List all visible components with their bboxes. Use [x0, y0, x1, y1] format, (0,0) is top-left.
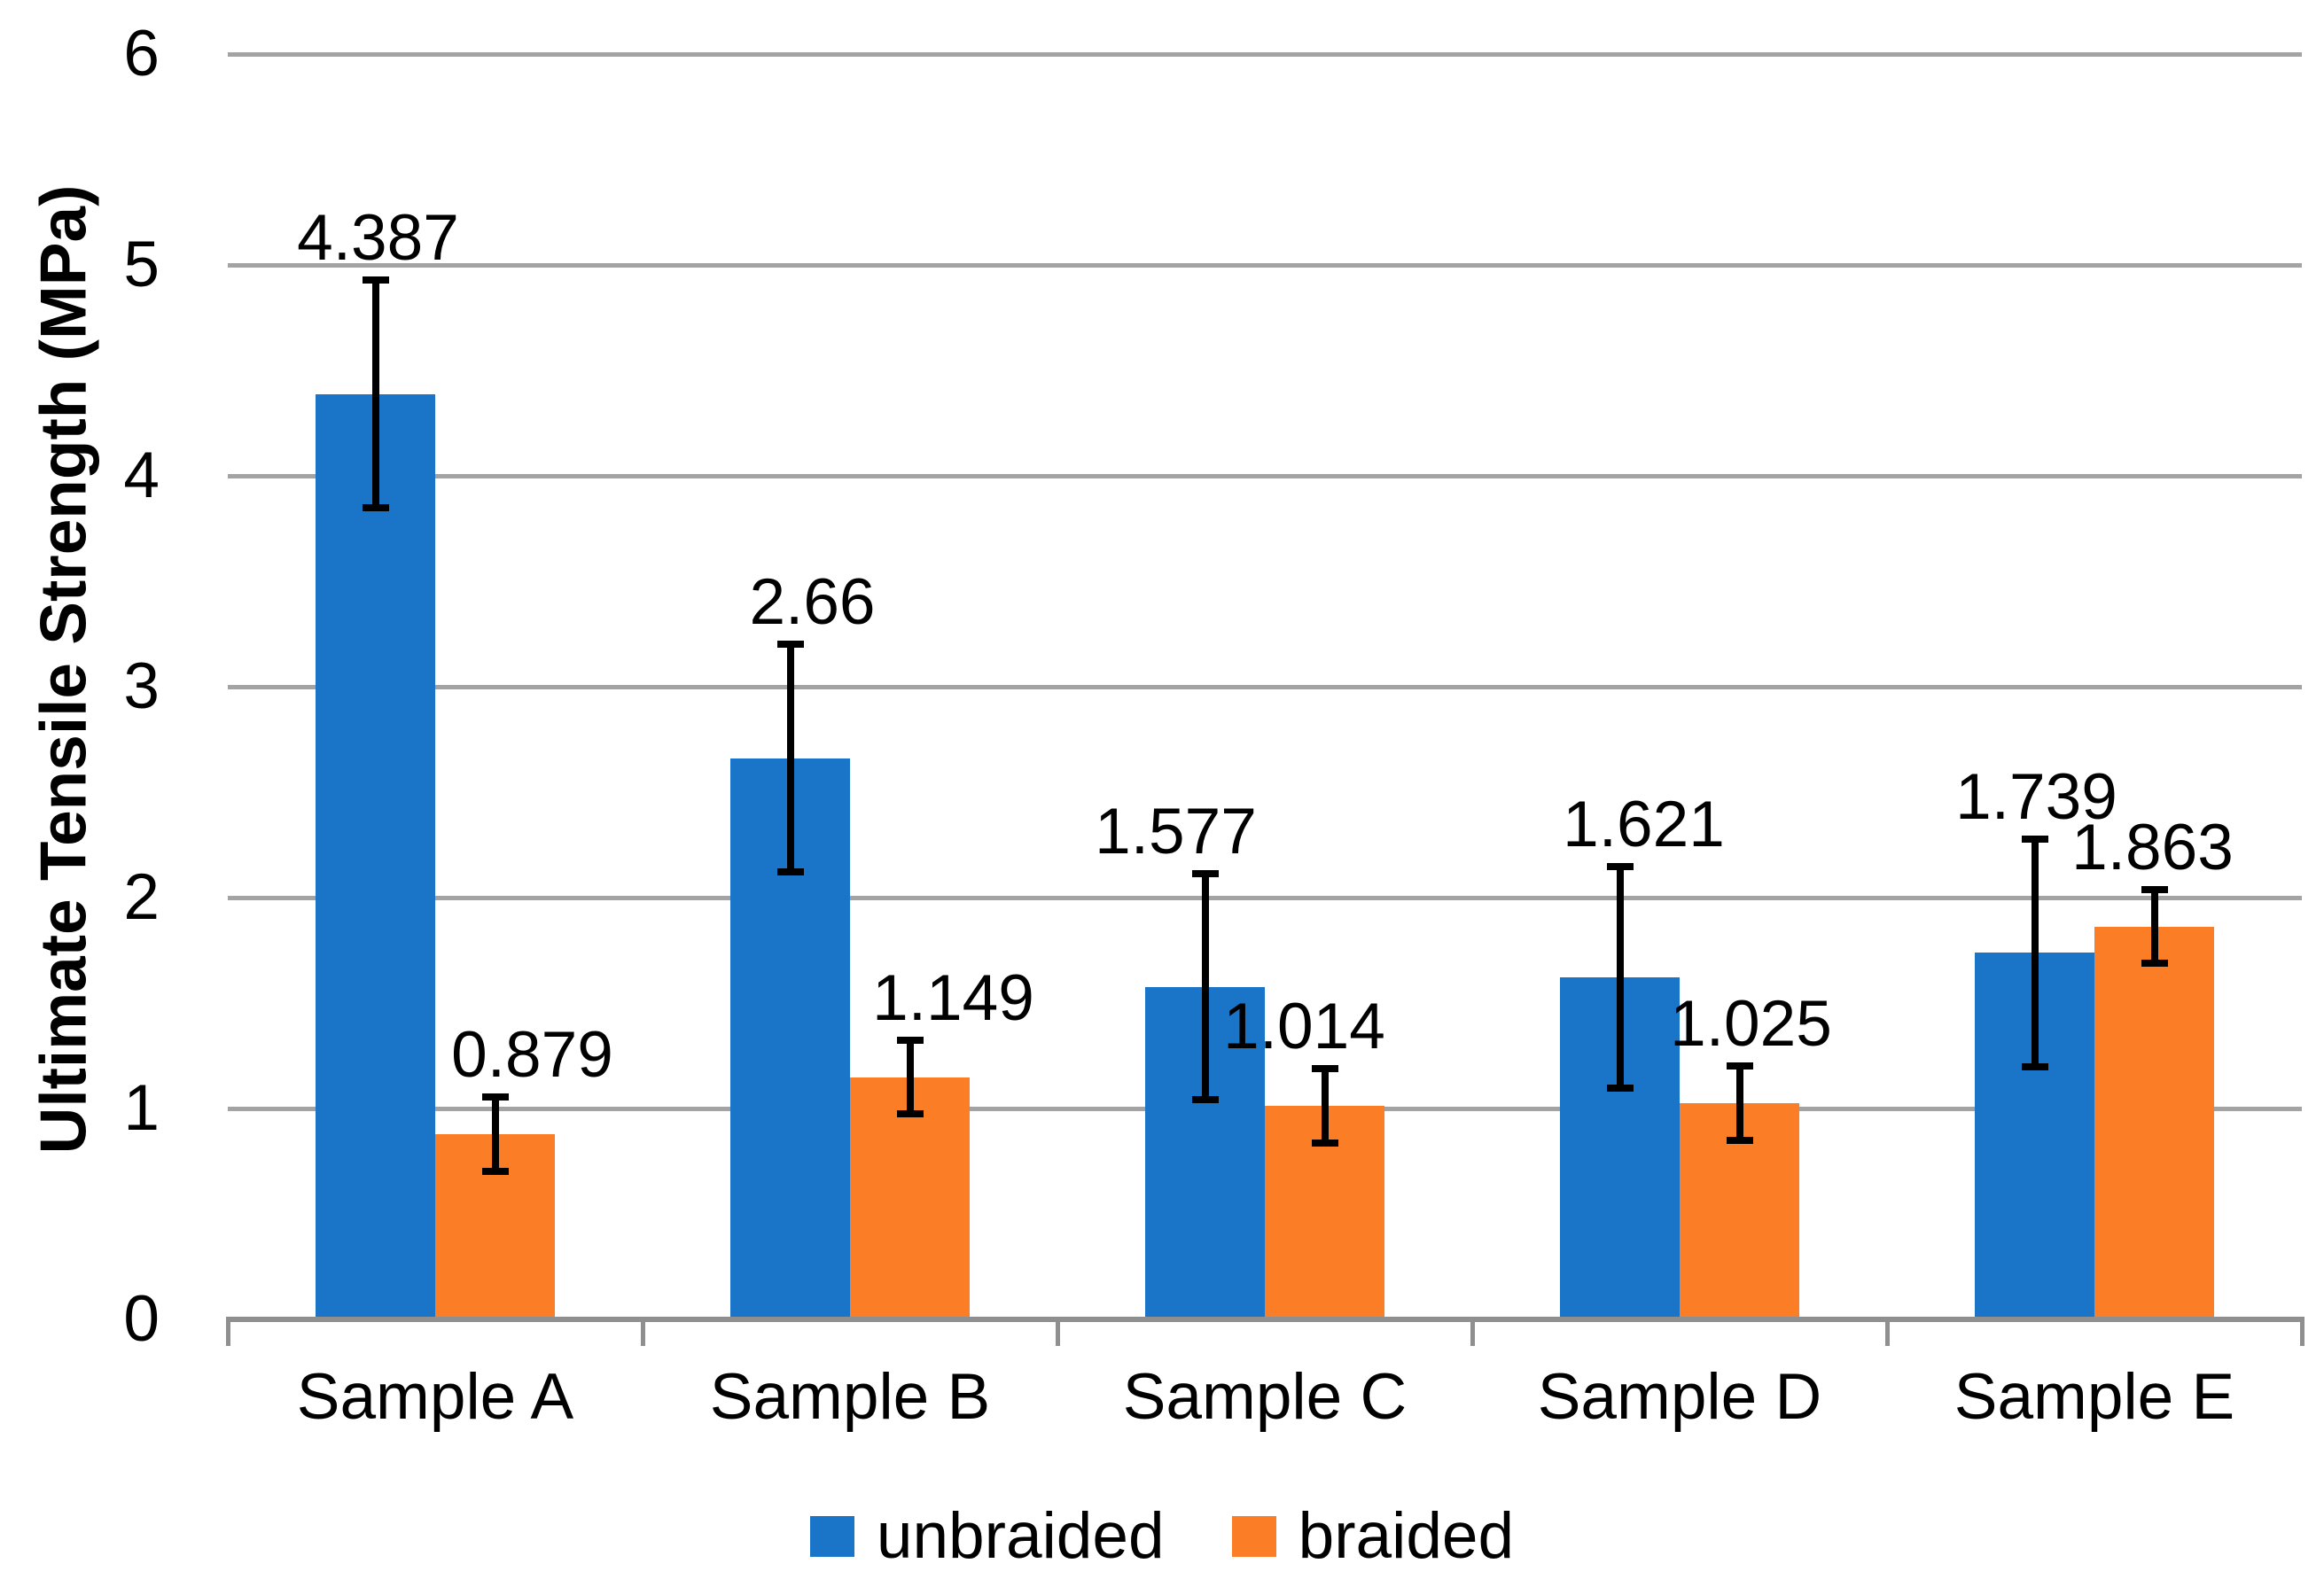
error-bar-cap-top-unbraided-1 [776, 641, 804, 649]
error-bar-braided-1 [906, 1039, 914, 1115]
data-label-braided-2: 1.014 [1223, 990, 1385, 1062]
error-bar-cap-bottom-braided-1 [896, 1110, 924, 1118]
gridline-y-5 [228, 263, 2302, 268]
data-label-unbraided-3: 1.621 [1563, 789, 1725, 861]
error-bar-braided-2 [1321, 1068, 1329, 1143]
y-tick-label-4: 4 [123, 439, 160, 511]
data-label-braided-4: 1.863 [2071, 812, 2234, 884]
error-bar-cap-bottom-braided-0 [481, 1167, 509, 1175]
y-tick-label-2: 2 [123, 861, 160, 933]
error-bar-unbraided-3 [1616, 867, 1624, 1089]
error-bar-braided-0 [491, 1096, 499, 1171]
x-axis-tick-1 [641, 1322, 645, 1346]
legend-item-braided: braided [1231, 1500, 1515, 1572]
y-tick-label-6: 6 [123, 18, 160, 89]
error-bar-cap-bottom-unbraided-3 [1606, 1085, 1634, 1093]
y-tick-label-5: 5 [123, 229, 160, 300]
y-tick-label-1: 1 [123, 1072, 160, 1144]
legend-item-unbraided: unbraided [809, 1500, 1165, 1572]
error-bar-cap-bottom-unbraided-2 [1191, 1096, 1219, 1103]
gridline-y-2 [228, 896, 2302, 900]
error-bar-unbraided-4 [2031, 838, 2039, 1067]
error-bar-unbraided-1 [786, 644, 794, 873]
error-bar-cap-top-braided-0 [481, 1093, 509, 1101]
error-bar-cap-bottom-unbraided-1 [776, 868, 804, 876]
error-bar-braided-4 [2150, 890, 2158, 963]
error-bar-cap-bottom-braided-2 [1311, 1139, 1338, 1147]
error-bar-cap-bottom-braided-3 [1726, 1136, 1753, 1144]
error-bar-cap-top-braided-1 [896, 1036, 924, 1044]
data-label-unbraided-1: 2.66 [749, 566, 876, 639]
legend-label-unbraided: unbraided [876, 1500, 1165, 1572]
x-axis-line [226, 1317, 2305, 1322]
y-tick-label-3: 3 [123, 650, 160, 722]
error-bar-cap-bottom-braided-4 [2141, 959, 2168, 967]
x-axis-tick-5 [2300, 1322, 2305, 1346]
bar-unbraided-0 [316, 393, 435, 1319]
category-label-1: Sample B [709, 1361, 991, 1433]
error-bar-cap-top-braided-3 [1726, 1062, 1753, 1070]
error-bar-cap-bottom-unbraided-4 [2021, 1062, 2048, 1070]
error-bar-unbraided-2 [1201, 874, 1209, 1100]
error-bar-cap-top-unbraided-0 [362, 276, 389, 284]
gridline-y-3 [228, 685, 2302, 689]
data-label-braided-3: 1.025 [1670, 988, 1832, 1061]
category-label-2: Sample C [1122, 1361, 1408, 1433]
category-label-0: Sample A [296, 1361, 574, 1433]
data-label-braided-1: 1.149 [872, 961, 1034, 1034]
bar-braided-4 [2094, 926, 2214, 1319]
category-label-3: Sample D [1537, 1361, 1822, 1433]
legend-swatch-braided [1231, 1516, 1276, 1557]
error-bar-cap-top-unbraided-3 [1606, 863, 1634, 871]
error-bar-cap-bottom-unbraided-0 [362, 504, 389, 512]
error-bar-cap-top-unbraided-4 [2021, 835, 2048, 843]
x-axis-tick-0 [226, 1322, 230, 1346]
legend-label-braided: braided [1298, 1500, 1515, 1572]
x-axis-tick-3 [1470, 1322, 1475, 1346]
x-axis-tick-4 [1885, 1322, 1890, 1346]
x-axis-tick-2 [1056, 1322, 1060, 1346]
data-label-unbraided-2: 1.577 [1095, 796, 1257, 868]
error-bar-cap-top-unbraided-2 [1191, 870, 1219, 878]
gridline-y-6 [228, 52, 2302, 57]
legend: unbraided braided [0, 1504, 2324, 1569]
gridline-y-4 [228, 474, 2302, 478]
data-label-braided-0: 0.879 [451, 1018, 613, 1091]
error-bar-cap-top-braided-4 [2141, 886, 2168, 894]
data-label-unbraided-4: 1.739 [1955, 760, 2117, 833]
error-bar-cap-top-braided-2 [1311, 1064, 1338, 1072]
y-tick-label-0: 0 [123, 1283, 160, 1355]
error-bar-unbraided-0 [371, 280, 379, 509]
category-label-4: Sample E [1954, 1361, 2235, 1433]
data-label-unbraided-0: 4.387 [297, 202, 459, 275]
legend-swatch-unbraided [809, 1516, 854, 1557]
error-bar-braided-3 [1735, 1066, 1743, 1140]
